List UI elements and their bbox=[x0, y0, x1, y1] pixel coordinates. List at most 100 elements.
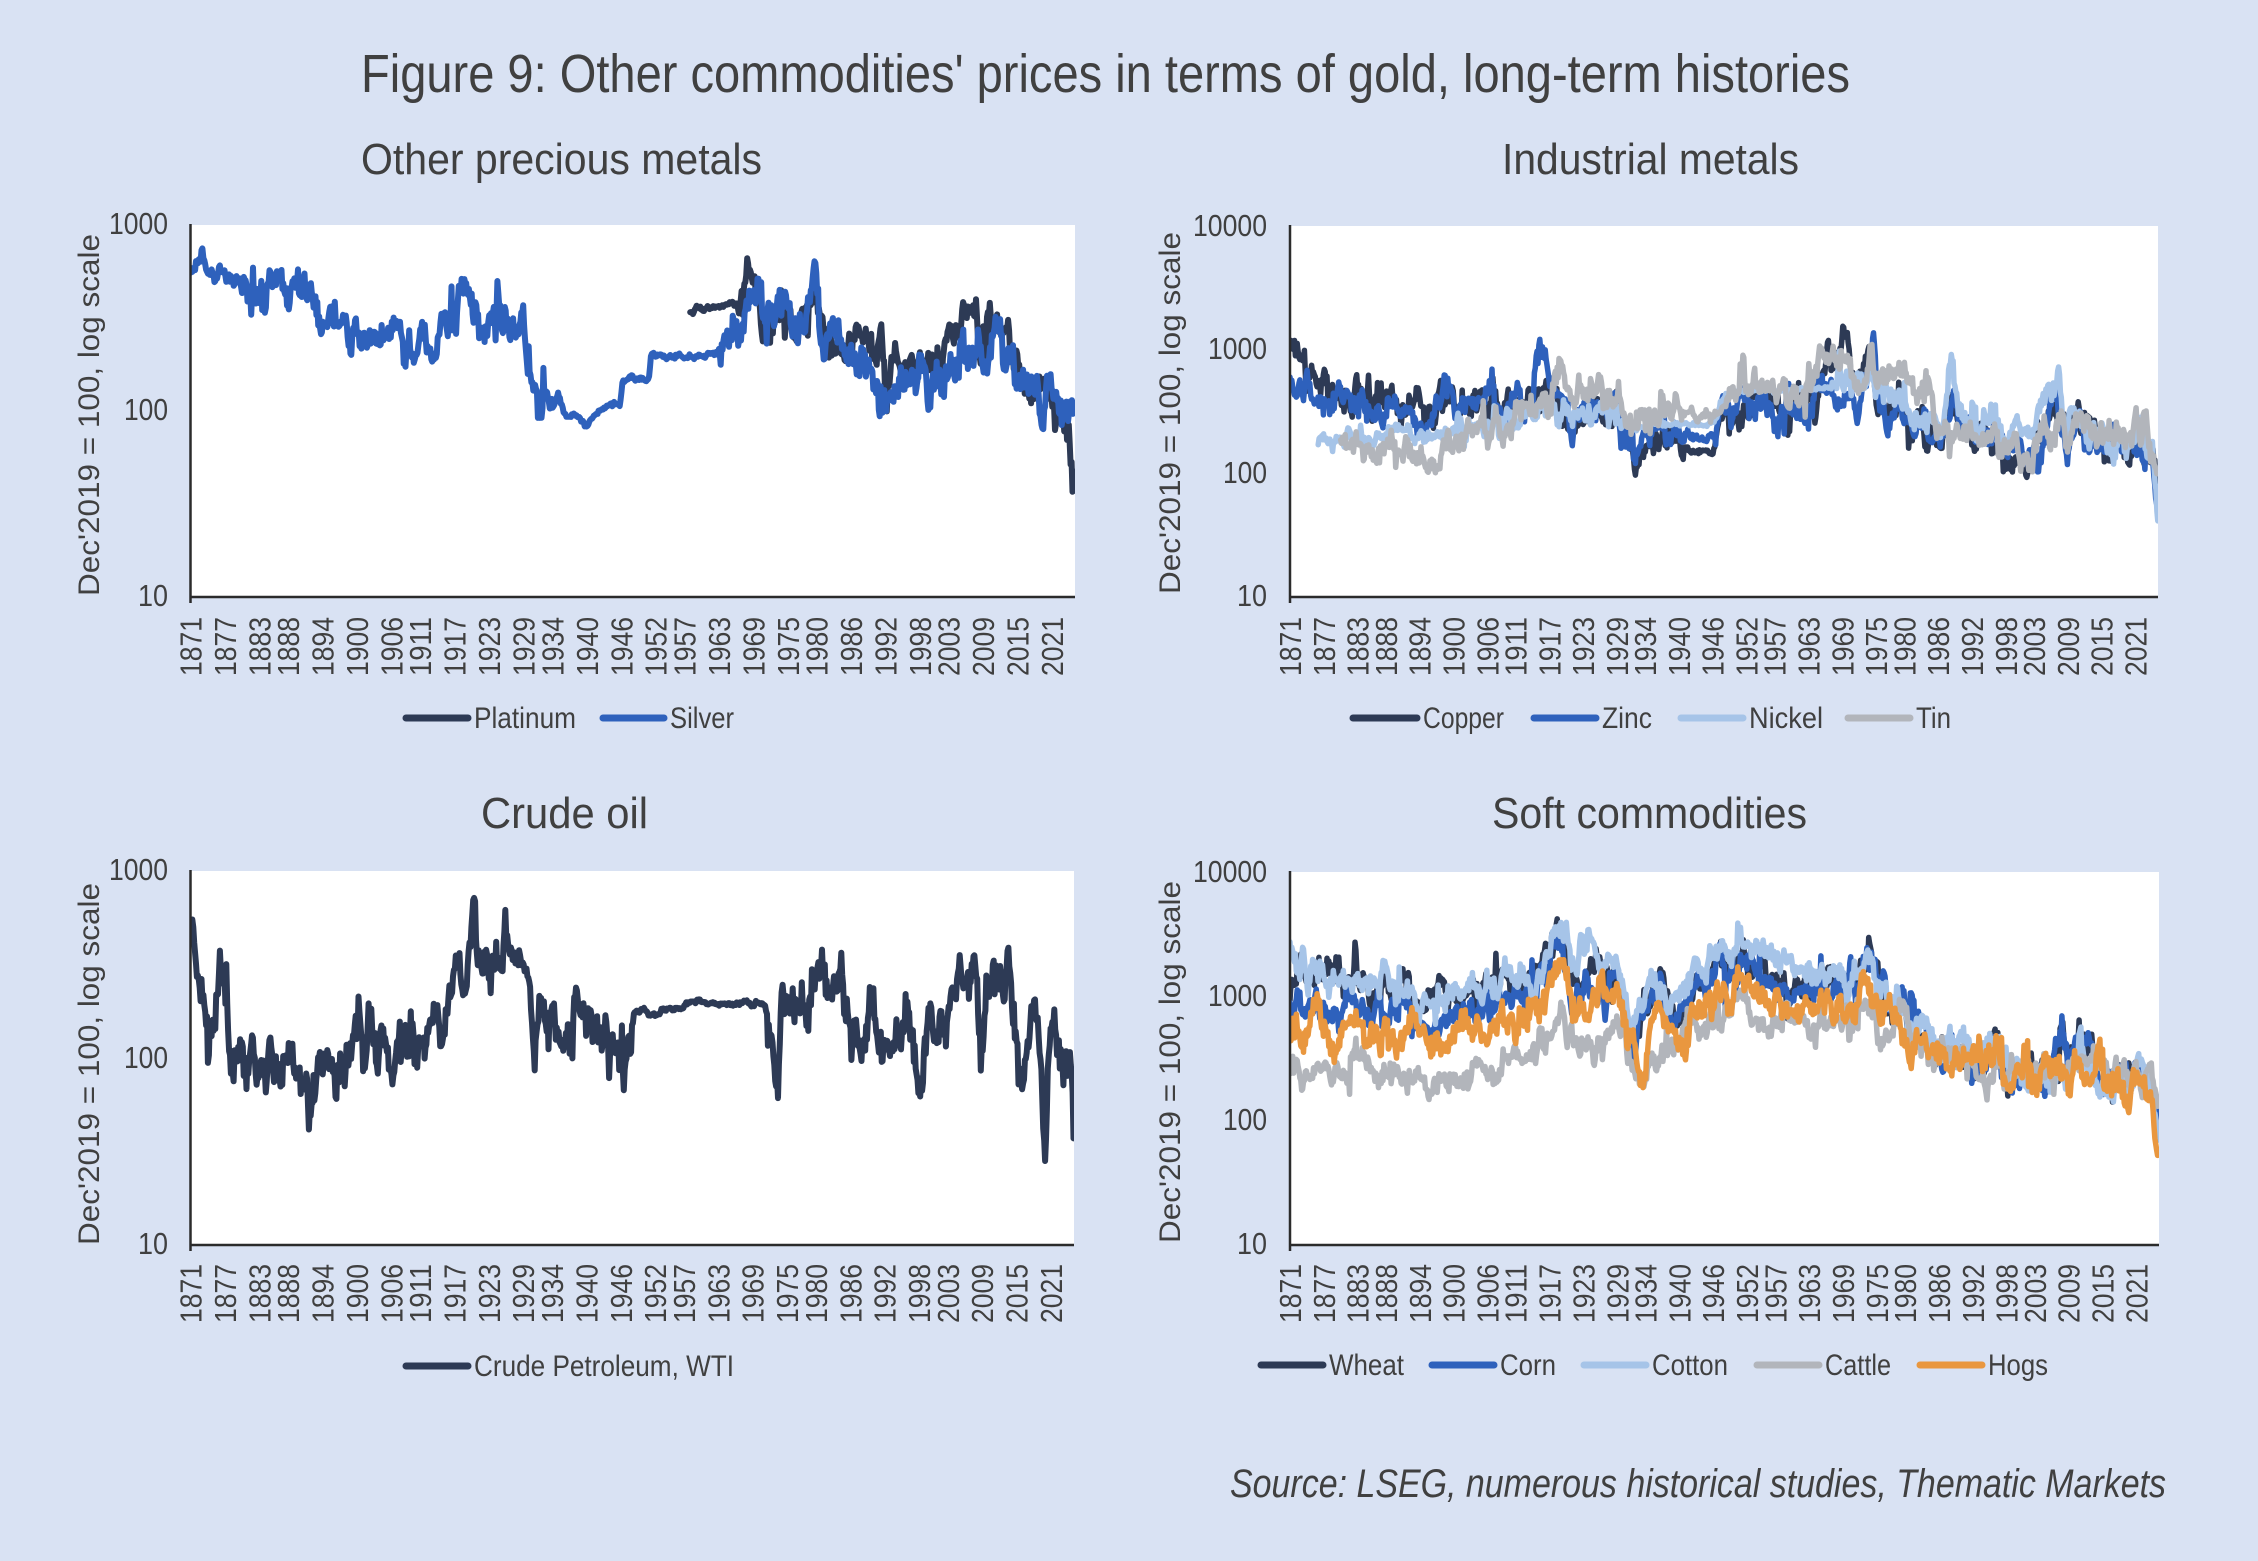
svg-text:2021: 2021 bbox=[1034, 1264, 1069, 1323]
svg-text:1883: 1883 bbox=[242, 1264, 277, 1323]
svg-text:Platinum: Platinum bbox=[474, 702, 576, 735]
svg-text:Source: LSEG, numerous histori: Source: LSEG, numerous historical studie… bbox=[1230, 1462, 2166, 1506]
svg-text:Cattle: Cattle bbox=[1825, 1349, 1891, 1382]
svg-text:1871: 1871 bbox=[1273, 1264, 1308, 1323]
svg-text:1877: 1877 bbox=[208, 617, 243, 676]
svg-text:1946: 1946 bbox=[604, 617, 639, 676]
svg-text:1963: 1963 bbox=[701, 1264, 736, 1323]
svg-text:2003: 2003 bbox=[2018, 1264, 2053, 1323]
svg-text:1929: 1929 bbox=[1600, 617, 1635, 676]
svg-text:1940: 1940 bbox=[570, 617, 605, 676]
svg-text:Hogs: Hogs bbox=[1988, 1349, 2048, 1382]
svg-text:2015: 2015 bbox=[2086, 1264, 2121, 1323]
svg-text:Wheat: Wheat bbox=[1329, 1349, 1405, 1382]
svg-text:1952: 1952 bbox=[1730, 617, 1765, 676]
svg-text:1969: 1969 bbox=[1826, 1264, 1861, 1323]
svg-text:1877: 1877 bbox=[208, 1264, 243, 1323]
svg-text:100: 100 bbox=[1223, 1102, 1267, 1137]
svg-text:1963: 1963 bbox=[702, 617, 737, 676]
svg-text:100: 100 bbox=[124, 392, 168, 427]
svg-text:1992: 1992 bbox=[869, 617, 904, 676]
svg-text:1957: 1957 bbox=[667, 617, 702, 676]
svg-text:1975: 1975 bbox=[771, 617, 806, 676]
svg-text:1888: 1888 bbox=[1369, 1264, 1404, 1323]
svg-text:1923: 1923 bbox=[1566, 617, 1601, 676]
svg-text:Dec'2019 = 100, log scale: Dec'2019 = 100, log scale bbox=[73, 234, 106, 596]
svg-text:Tin: Tin bbox=[1916, 702, 1951, 735]
svg-text:1975: 1975 bbox=[1860, 1264, 1895, 1323]
svg-text:2021: 2021 bbox=[2119, 617, 2154, 676]
svg-text:Dec'2019 = 100, log scale: Dec'2019 = 100, log scale bbox=[1154, 232, 1187, 594]
svg-text:1986: 1986 bbox=[1921, 617, 1956, 676]
svg-text:1975: 1975 bbox=[1859, 617, 1894, 676]
svg-text:1934: 1934 bbox=[1628, 617, 1663, 676]
svg-text:1900: 1900 bbox=[1437, 1264, 1472, 1323]
svg-text:1998: 1998 bbox=[902, 1264, 937, 1323]
svg-text:1946: 1946 bbox=[1696, 1264, 1731, 1323]
svg-text:1980: 1980 bbox=[1887, 617, 1922, 676]
svg-text:10: 10 bbox=[1237, 1226, 1267, 1261]
svg-text:1917: 1917 bbox=[438, 617, 473, 676]
svg-text:1906: 1906 bbox=[375, 617, 410, 676]
svg-text:Dec'2019 = 100, log scale: Dec'2019 = 100, log scale bbox=[73, 883, 106, 1245]
svg-text:100: 100 bbox=[1223, 455, 1267, 490]
svg-text:Figure 9: Other commodities' p: Figure 9: Other commodities' prices in t… bbox=[361, 44, 1850, 104]
svg-text:1963: 1963 bbox=[1792, 617, 1827, 676]
svg-text:2009: 2009 bbox=[2052, 1264, 2087, 1323]
svg-text:1888: 1888 bbox=[271, 617, 306, 676]
svg-text:Corn: Corn bbox=[1500, 1349, 1556, 1382]
svg-text:1906: 1906 bbox=[1470, 617, 1505, 676]
svg-text:1929: 1929 bbox=[506, 1264, 541, 1323]
svg-text:Copper: Copper bbox=[1423, 702, 1504, 735]
svg-text:1929: 1929 bbox=[1600, 1264, 1635, 1323]
svg-text:2009: 2009 bbox=[965, 1264, 1000, 1323]
svg-text:1980: 1980 bbox=[799, 1264, 834, 1323]
svg-text:1957: 1957 bbox=[667, 1264, 702, 1323]
svg-text:Dec'2019 = 100, log scale: Dec'2019 = 100, log scale bbox=[1154, 881, 1187, 1243]
svg-text:1906: 1906 bbox=[374, 1264, 409, 1323]
svg-text:1000: 1000 bbox=[1208, 978, 1267, 1013]
svg-text:Crude oil: Crude oil bbox=[481, 789, 648, 838]
svg-text:1917: 1917 bbox=[1533, 1264, 1568, 1323]
svg-text:1871: 1871 bbox=[174, 617, 209, 676]
svg-text:1957: 1957 bbox=[1758, 1264, 1793, 1323]
svg-text:2015: 2015 bbox=[2085, 617, 2120, 676]
svg-text:1992: 1992 bbox=[868, 1264, 903, 1323]
svg-text:10: 10 bbox=[138, 1226, 168, 1261]
svg-text:1934: 1934 bbox=[535, 617, 570, 676]
svg-text:10: 10 bbox=[138, 578, 168, 613]
svg-text:1929: 1929 bbox=[507, 617, 542, 676]
svg-text:1911: 1911 bbox=[1499, 617, 1534, 676]
svg-text:1883: 1883 bbox=[1341, 617, 1376, 676]
svg-text:2009: 2009 bbox=[2051, 617, 2086, 676]
svg-text:1894: 1894 bbox=[306, 1264, 341, 1323]
svg-text:100: 100 bbox=[124, 1040, 168, 1075]
svg-text:10000: 10000 bbox=[1193, 208, 1267, 243]
svg-text:Zinc: Zinc bbox=[1602, 702, 1652, 735]
svg-text:1000: 1000 bbox=[109, 852, 168, 887]
svg-text:Soft commodities: Soft commodities bbox=[1492, 789, 1807, 838]
svg-text:1998: 1998 bbox=[1989, 617, 2024, 676]
svg-text:1883: 1883 bbox=[242, 617, 277, 676]
svg-text:1952: 1952 bbox=[1730, 1264, 1765, 1323]
svg-text:10000: 10000 bbox=[1193, 854, 1267, 889]
svg-text:1992: 1992 bbox=[1956, 1264, 1991, 1323]
svg-text:1980: 1980 bbox=[800, 617, 835, 676]
svg-text:1900: 1900 bbox=[340, 1264, 375, 1323]
svg-text:10: 10 bbox=[1237, 578, 1267, 613]
svg-text:1980: 1980 bbox=[1888, 1264, 1923, 1323]
svg-text:2015: 2015 bbox=[1000, 1264, 1035, 1323]
svg-text:1923: 1923 bbox=[472, 617, 507, 676]
svg-text:1952: 1952 bbox=[639, 617, 674, 676]
svg-text:1877: 1877 bbox=[1307, 1264, 1342, 1323]
svg-text:1888: 1888 bbox=[271, 1264, 306, 1323]
svg-text:1992: 1992 bbox=[1955, 617, 1990, 676]
svg-text:Silver: Silver bbox=[670, 702, 734, 735]
svg-text:1969: 1969 bbox=[736, 1264, 771, 1323]
svg-text:1940: 1940 bbox=[1662, 1264, 1697, 1323]
svg-text:1940: 1940 bbox=[569, 1264, 604, 1323]
svg-text:1986: 1986 bbox=[1922, 1264, 1957, 1323]
svg-text:1883: 1883 bbox=[1341, 1264, 1376, 1323]
svg-text:Cotton: Cotton bbox=[1652, 1349, 1728, 1382]
svg-text:1986: 1986 bbox=[833, 1264, 868, 1323]
